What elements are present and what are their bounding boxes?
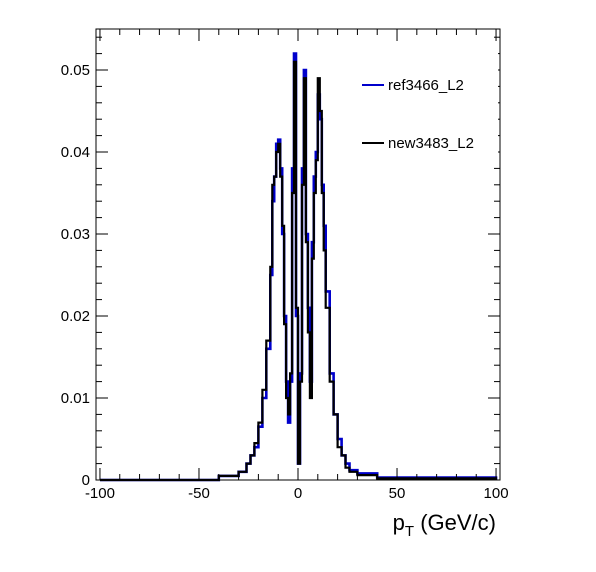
y-tick-labels: 0 0.01 0.02 0.03 0.04 0.05 [61,62,90,489]
x-tick-label: 50 [389,485,406,502]
y-tick-label: 0.05 [61,62,90,79]
x-tick-label: -50 [188,485,210,502]
series-layer [100,52,498,482]
y-tick-label: 0.03 [61,226,90,243]
x-axis-label-main: p [393,510,405,535]
x-tick-labels: -100 -50 0 50 100 [85,485,509,502]
series-line-new3483_L2 [100,60,498,482]
x-axis-label: pT (GeV/c) [393,510,496,540]
y-tick-label: 0.02 [61,308,90,325]
x-axis-label-subscript: T [405,523,414,540]
y-tick-label: 0.04 [61,144,90,161]
legend: ref3466_L2 new3483_L2 [358,52,498,162]
x-axis-label-unit: (GeV/c) [414,510,496,535]
x-tick-label: -100 [85,485,115,502]
y-tick-label: 0 [82,472,90,489]
x-tick-label: 0 [294,485,302,502]
legend-label-ref3466: ref3466_L2 [388,77,464,94]
legend-label-new3483: new3483_L2 [388,135,474,152]
x-tick-label: 100 [484,485,509,502]
y-tick-label: 0.01 [61,390,90,407]
